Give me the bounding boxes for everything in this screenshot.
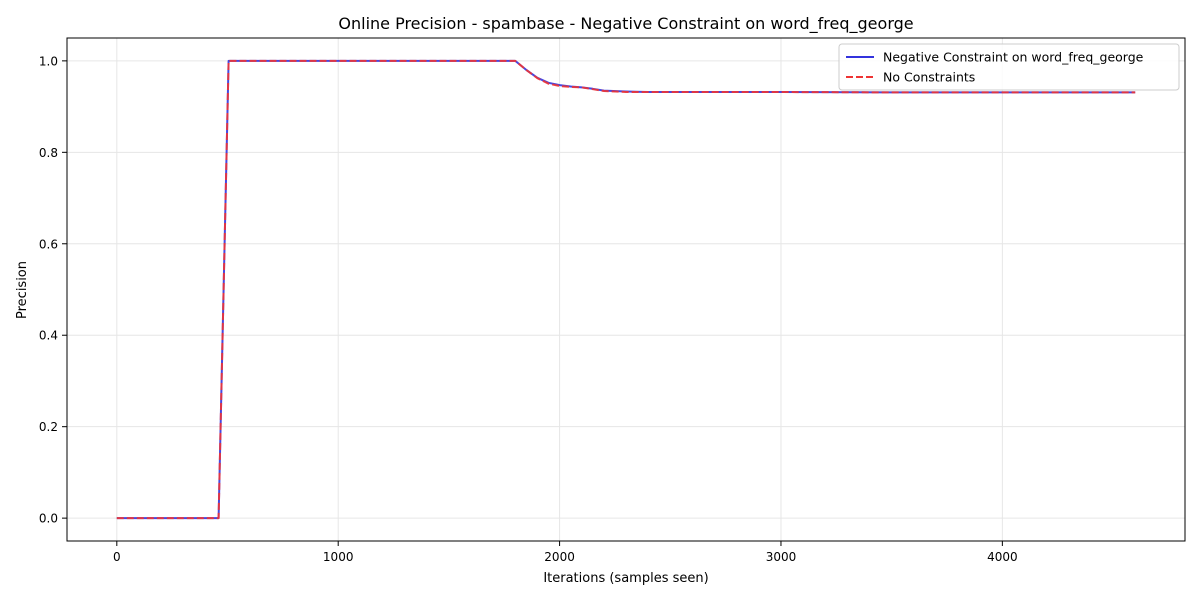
x-tick-label: 0: [113, 550, 121, 564]
x-tick-label: 4000: [987, 550, 1018, 564]
x-axis-label: Iterations (samples seen): [543, 571, 708, 586]
y-tick-label: 0.2: [39, 420, 58, 434]
legend: Negative Constraint on word_freq_george …: [838, 43, 1180, 91]
y-tick-label: 1.0: [39, 54, 58, 68]
axis-ticks: 0 1000 2000 3000 4000 0.0 0.2 0.4 0.6 0.8 1.0: [39, 54, 1018, 564]
legend-label-negative-constraint: Negative Constraint on word_freq_george: [883, 50, 1144, 65]
chart-title: Online Precision - spambase - Negative C…: [338, 14, 913, 34]
y-tick-label: 0.4: [39, 329, 58, 343]
y-axis-label: Precision: [15, 261, 30, 319]
x-tick-label: 3000: [766, 550, 797, 564]
y-tick-label: 0.8: [39, 146, 58, 160]
legend-box: [838, 43, 1180, 91]
series-group: [116, 59, 1136, 520]
series-line-no-constraints: [116, 59, 1136, 520]
plot-frame: [66, 37, 1186, 542]
y-tick-label: 0.6: [39, 237, 58, 251]
y-tick-label: 0.0: [39, 512, 58, 526]
x-tick-label: 1000: [323, 550, 354, 564]
x-tick-label: 2000: [544, 550, 575, 564]
legend-label-no-constraints: No Constraints: [883, 70, 975, 85]
